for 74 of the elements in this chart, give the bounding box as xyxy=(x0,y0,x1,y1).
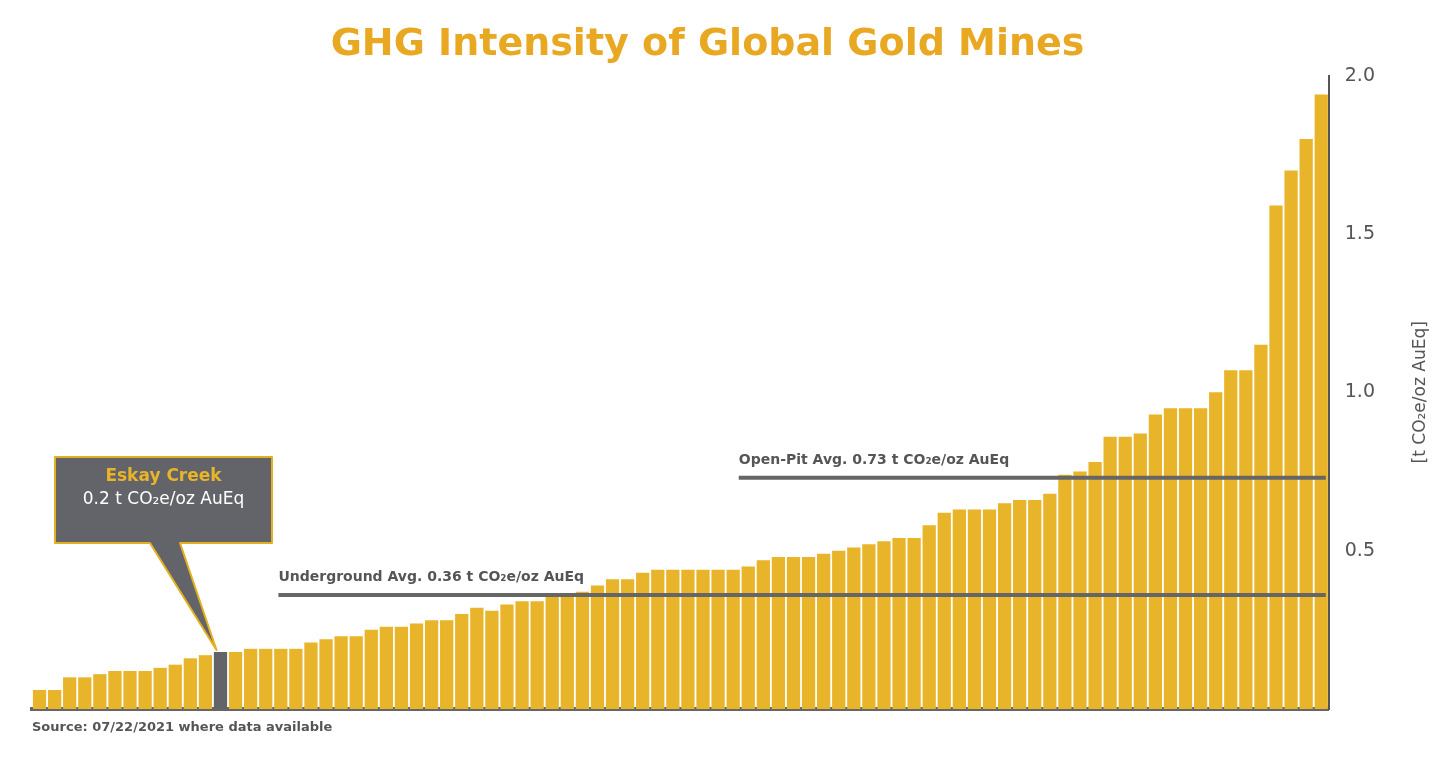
bar xyxy=(1299,138,1313,709)
bar xyxy=(1043,493,1057,709)
bar xyxy=(1224,370,1238,709)
bar xyxy=(1239,370,1253,709)
ref-line-label: Underground Avg. 0.36 t CO₂e/oz AuEq xyxy=(278,567,585,584)
bar xyxy=(1193,408,1208,709)
annotation: 0.2 t CO₂e/oz AuEq xyxy=(81,487,246,509)
bar xyxy=(394,626,409,709)
y-tick-label: 1.5 xyxy=(1344,220,1375,243)
bar xyxy=(32,690,47,709)
bar xyxy=(1028,499,1042,709)
bar xyxy=(455,613,469,709)
chart-title: GHG Intensity of Global Gold Mines xyxy=(330,19,1085,64)
bar xyxy=(93,674,107,709)
bar xyxy=(379,626,393,709)
bar xyxy=(560,594,574,709)
bar xyxy=(424,620,439,709)
bar xyxy=(545,594,559,709)
bar xyxy=(605,579,620,709)
bar xyxy=(1148,414,1163,709)
bar xyxy=(575,591,590,709)
bar xyxy=(786,556,801,709)
source-note: Source: 07/22/2021 where data available xyxy=(32,718,333,734)
bar xyxy=(620,579,635,709)
bar xyxy=(726,569,740,709)
bar xyxy=(198,655,213,709)
bar xyxy=(651,569,665,709)
bar xyxy=(183,658,197,709)
bar xyxy=(771,556,786,709)
bar xyxy=(832,550,846,709)
annotation: Eskay Creek xyxy=(104,464,223,486)
bar xyxy=(1013,499,1027,709)
bar xyxy=(259,648,273,709)
bar xyxy=(1209,392,1223,709)
bar xyxy=(349,636,363,709)
bar xyxy=(409,623,424,709)
y-axis-title: [t CO₂e/oz AuEq] xyxy=(1409,321,1430,464)
callout: Eskay Creek 0.2 t CO₂e/oz AuEq xyxy=(53,455,274,654)
bar xyxy=(997,503,1012,709)
bar xyxy=(922,525,936,709)
bar xyxy=(364,629,378,709)
bar xyxy=(982,509,997,709)
bar xyxy=(78,677,92,709)
bar xyxy=(666,569,680,709)
ref-line-label: Open-Pit Avg. 0.73 t CO₂e/oz AuEq xyxy=(738,450,1010,467)
bar xyxy=(244,648,258,709)
bar xyxy=(47,690,62,709)
bar xyxy=(1163,408,1178,709)
bar xyxy=(63,677,77,709)
bar xyxy=(756,560,770,709)
y-tick-label: 1.0 xyxy=(1344,379,1375,402)
bar xyxy=(440,620,454,709)
bar xyxy=(590,585,605,709)
bar xyxy=(168,664,182,709)
bar xyxy=(967,509,982,709)
bar xyxy=(470,607,484,709)
bar xyxy=(636,572,650,709)
y-tick-label: 2.0 xyxy=(1344,62,1375,85)
y-tick-label: 0.5 xyxy=(1344,537,1375,560)
bar xyxy=(801,556,816,709)
bar xyxy=(274,648,288,709)
bar xyxy=(1178,408,1193,709)
bar xyxy=(952,509,966,709)
bar xyxy=(1118,436,1132,709)
bar xyxy=(817,553,831,709)
bar xyxy=(153,667,167,709)
bar xyxy=(1103,436,1117,709)
bar xyxy=(1314,94,1328,709)
bar xyxy=(530,601,544,709)
bar xyxy=(228,651,243,709)
bar xyxy=(1133,433,1147,709)
bar xyxy=(847,547,861,709)
bar xyxy=(741,566,755,709)
bar xyxy=(937,512,951,709)
